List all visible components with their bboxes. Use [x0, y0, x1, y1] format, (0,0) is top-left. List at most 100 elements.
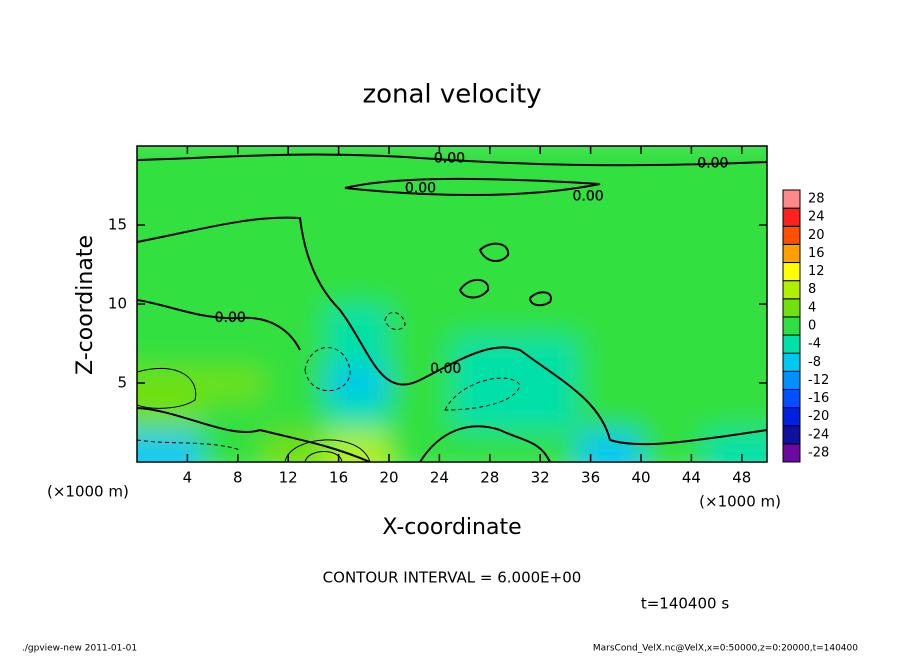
field-cell	[200, 335, 264, 369]
colorbar-box	[782, 207, 801, 227]
field-cell	[137, 177, 201, 211]
field-cell	[389, 240, 453, 274]
footer-left: ./gpview-new 2011-01-01	[22, 644, 137, 654]
field-cell	[578, 398, 642, 432]
field-cell	[200, 430, 264, 462]
field-cell	[389, 272, 453, 305]
contour	[137, 367, 197, 409]
field-cell	[578, 272, 642, 305]
chart-title: zonal velocity	[362, 80, 541, 110]
field-cell	[578, 367, 642, 400]
colorbar-label: 16	[808, 246, 825, 261]
field-cell	[389, 304, 453, 337]
contour	[304, 451, 343, 462]
x-unit: (×1000 m)	[699, 493, 781, 511]
field-cell	[641, 430, 705, 462]
y-unit: (×1000 m)	[47, 483, 129, 501]
colorbar-label: 8	[808, 282, 816, 297]
zero-contours	[137, 153, 767, 462]
colorbar-label: -12	[808, 373, 829, 388]
field-cell	[641, 335, 705, 369]
contour	[344, 177, 601, 196]
colorbar-label: 20	[808, 228, 825, 243]
colorbar-label: 12	[808, 264, 825, 279]
colorbar-box	[782, 225, 801, 245]
field-cell	[578, 146, 642, 179]
field-cell	[704, 398, 767, 432]
contour-label: 0.00	[434, 151, 465, 167]
colorbar-label: 4	[808, 300, 816, 315]
field-cell	[263, 367, 327, 400]
field-cell	[578, 240, 642, 274]
field-cell	[515, 209, 579, 242]
field-cell	[263, 398, 327, 432]
field-cell	[704, 304, 767, 337]
contour-label: 0.00	[405, 181, 436, 197]
field-cell	[137, 430, 201, 462]
x-tick-label: 36	[581, 469, 600, 487]
field-cell	[452, 335, 516, 369]
field	[137, 146, 767, 462]
field-cell	[137, 398, 201, 432]
field-cell	[200, 177, 264, 211]
colorbar-box	[782, 334, 801, 354]
field-cell	[263, 304, 327, 337]
contour	[137, 407, 371, 462]
y-axis-title: Z-coordinate	[73, 235, 98, 375]
field-cell	[452, 209, 516, 242]
field-cell	[389, 398, 453, 432]
contour	[458, 278, 490, 299]
negative-contours	[137, 311, 521, 451]
field-cell	[515, 398, 579, 432]
field-cell	[137, 146, 201, 179]
field-cell	[326, 272, 390, 305]
colorbar-label: -20	[808, 409, 829, 424]
field-cell	[263, 146, 327, 179]
field-cell	[389, 209, 453, 242]
field-cell	[515, 304, 579, 337]
colorbar-box	[782, 407, 801, 427]
contour	[384, 311, 406, 331]
x-tick-label: 16	[329, 469, 348, 487]
field-cell	[263, 430, 327, 462]
contour	[284, 439, 371, 462]
field-cell	[452, 430, 516, 462]
colorbar-box	[782, 425, 801, 445]
y-tick-label: 15	[108, 216, 127, 234]
field-cell	[641, 367, 705, 400]
colorbar-box	[782, 388, 801, 409]
colorbar-label: 0	[808, 319, 816, 334]
field-cell	[137, 240, 201, 274]
field-cell	[200, 240, 264, 274]
colorbar-box	[782, 298, 801, 318]
y-tick-label: 10	[108, 295, 127, 313]
field-cell	[578, 430, 642, 462]
field-cell	[704, 177, 767, 211]
field-cell	[704, 240, 767, 274]
colorbar-label: 28	[808, 192, 825, 207]
field-cell	[641, 177, 705, 211]
field-cell	[200, 304, 264, 337]
colorbar-box	[782, 370, 801, 390]
colorbar-label: -8	[808, 355, 821, 370]
field-cell	[200, 272, 264, 305]
x-tick-label: 24	[430, 469, 449, 487]
colorbar-box	[782, 443, 801, 463]
field-cell	[515, 146, 579, 179]
contour	[137, 299, 301, 351]
field-cell	[326, 398, 390, 432]
contour	[528, 291, 552, 307]
time-label: t=140400 s	[641, 595, 729, 613]
contour	[444, 377, 521, 411]
field-cell	[641, 304, 705, 337]
colorbar-box	[782, 189, 801, 209]
x-tick-label: 12	[279, 469, 298, 487]
contour	[137, 216, 767, 446]
field-cell	[326, 240, 390, 274]
field-cell	[326, 146, 390, 179]
field-cell	[704, 335, 767, 369]
x-tick-label: 20	[379, 469, 398, 487]
field-cell	[641, 272, 705, 305]
field-cell	[137, 367, 201, 400]
contour	[137, 153, 767, 167]
